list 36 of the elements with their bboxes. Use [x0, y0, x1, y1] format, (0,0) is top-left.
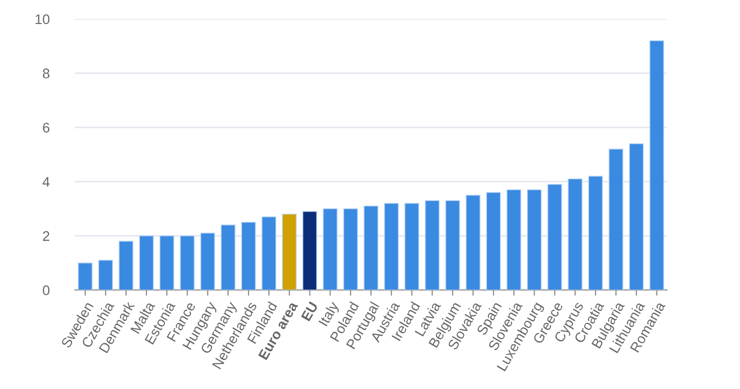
bar: [547, 184, 562, 290]
bar: [98, 260, 113, 290]
y-tick-label: 2: [42, 231, 50, 241]
bar: [180, 235, 195, 290]
bar: [118, 240, 134, 290]
bar: [139, 235, 154, 290]
bar: [568, 178, 582, 290]
bar: [322, 208, 338, 290]
bar: [608, 148, 624, 290]
y-tick-label: 6: [42, 122, 50, 133]
y-tick-label: 0: [42, 285, 50, 296]
bar: [526, 189, 542, 290]
bar: [262, 216, 276, 290]
bar: [302, 210, 318, 290]
bar: [282, 214, 297, 290]
bar: [78, 262, 93, 290]
bar: [649, 40, 664, 290]
bar: [160, 235, 174, 290]
x-tick-label: EU: [301, 301, 318, 322]
bar: [424, 200, 440, 290]
y-tick-label: 8: [42, 68, 50, 78]
bar: [588, 176, 603, 290]
bar: [445, 200, 460, 290]
bar: [241, 222, 256, 290]
bar: [629, 143, 644, 290]
bar: [343, 208, 358, 290]
bar: [404, 202, 420, 290]
y-tick-label: 4: [42, 177, 50, 187]
bar: [364, 206, 378, 290]
bar: [220, 224, 236, 290]
bar: [506, 189, 522, 290]
y-tick-label: 10: [36, 14, 50, 24]
bar: [200, 232, 216, 290]
bar: [466, 194, 480, 290]
bar: [384, 202, 399, 290]
bar: [486, 192, 501, 290]
